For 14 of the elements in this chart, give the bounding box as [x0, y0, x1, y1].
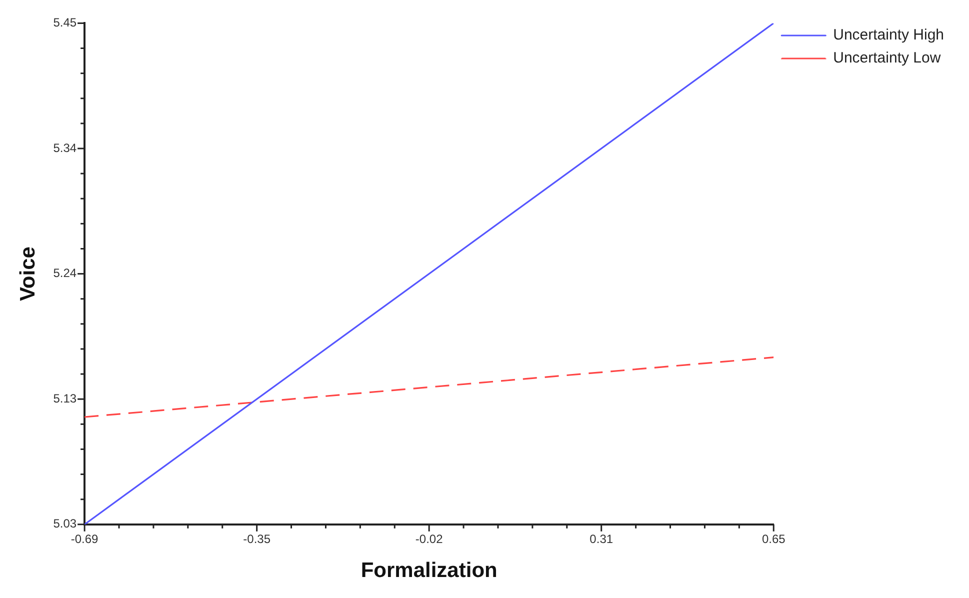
y-tick-label: 5.34 — [53, 140, 77, 155]
y-tick-label: 5.13 — [53, 391, 77, 406]
y-tick-label: 5.03 — [53, 516, 77, 531]
x-tick-label: -0.35 — [243, 532, 271, 546]
y-tick-label: 5.45 — [53, 16, 77, 30]
x-axis-title: Formalization — [360, 559, 498, 582]
x-tick-label: 0.31 — [590, 532, 614, 546]
legend-label: Uncertainty Low — [833, 50, 941, 67]
x-tick-label: -0.69 — [70, 532, 99, 546]
y-tick-label: 5.24 — [53, 266, 77, 280]
x-tick-label: 0.65 — [762, 532, 786, 546]
y-axis-title: Voice — [16, 246, 40, 302]
legend-label: Uncertainty High — [833, 26, 944, 44]
x-tick-label: -0.02 — [415, 532, 444, 546]
